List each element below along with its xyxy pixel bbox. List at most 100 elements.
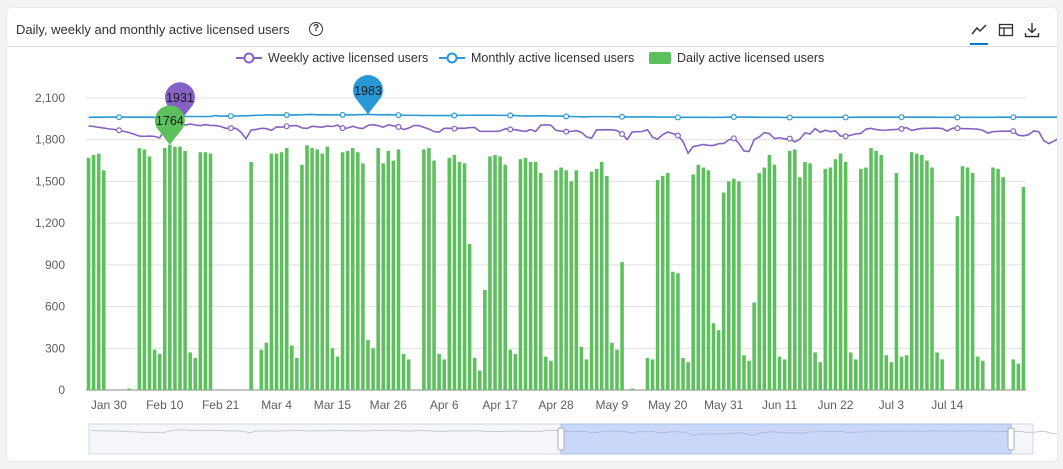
daily-bar [549,360,553,390]
daily-bar [345,150,350,390]
daily-bar [152,349,157,390]
daily-bar [467,244,472,390]
monthly-point [1010,114,1017,121]
monthly-point [283,111,290,118]
legend-item-weekly[interactable]: Weekly active licensed users [236,51,428,65]
daily-bar [742,355,746,390]
daily-bar [752,302,756,390]
daily-bar [777,356,782,390]
daily-bar [381,163,386,390]
daily-bar [767,155,772,390]
daily-bar [843,161,848,390]
daily-bar [442,359,446,390]
daily-bar [686,362,690,390]
range-selector-start-handle[interactable] [557,427,565,451]
weekly-point [954,125,961,132]
x-tick-label: Feb 10 [146,398,184,412]
daily-bar [833,159,838,390]
daily-bar [102,170,106,390]
x-tick-label: May 31 [704,398,744,412]
daily-bar [300,164,304,390]
daily-bar [696,164,701,390]
daily-bar [726,181,731,390]
daily-bar [884,355,889,390]
daily-bar [960,166,965,390]
range-selector-end-handle[interactable] [1007,427,1015,451]
legend-item-daily[interactable]: Daily active licensed users [649,51,824,65]
daily-bar [523,157,528,390]
range-selector-preview-line [91,429,1057,436]
legend-label-weekly: Weekly active licensed users [268,51,429,65]
daily-bar [762,167,767,390]
daily-bar [813,352,817,390]
x-tick-label: Jul 3 [879,398,905,412]
daily-bar [721,192,726,390]
daily-bar [803,161,807,390]
daily-bar [188,352,192,390]
daily-bar [290,345,294,390]
monthly-point [786,114,793,121]
daily-callout-pin [154,105,185,145]
daily-bar [361,163,365,390]
daily-bar [1001,177,1005,390]
chart-legend: Weekly active licensed users Monthly act… [7,48,1057,68]
weekly-point [563,128,570,135]
legend-item-monthly[interactable]: Monthly active licensed users [439,51,634,65]
monthly-line-marker-icon [439,52,465,64]
daily-bar [457,161,462,390]
daily-bar [335,356,340,390]
daily-bar [594,168,599,390]
daily-bar [96,153,101,390]
weekly-line-marker-icon [236,52,262,64]
monthly-point [730,114,737,121]
daily-bar [584,359,589,390]
daily-bar [904,355,909,390]
daily-bar [874,150,878,390]
daily-bar [401,353,406,390]
daily-bar [716,330,721,390]
range-selector-window [560,423,1012,455]
download-icon[interactable] [1023,21,1041,39]
daily-bar [279,152,284,390]
help-circle-icon[interactable]: ? [309,22,323,36]
weekly-point [339,125,346,132]
monthly-point [227,113,234,120]
daily-bar [284,148,289,390]
daily-bar [310,148,314,390]
monthly-point [898,114,905,121]
monthly-point [619,113,626,120]
daily-bar [183,150,187,390]
daily-bar [574,170,579,390]
monthly-callout-pin [353,75,383,115]
daily-bar [127,388,131,390]
daily-bar [295,358,299,390]
monthly-point [116,114,123,121]
line-chart-icon[interactable] [970,21,988,45]
daily-bar [528,161,533,390]
x-tick-label: Feb 21 [202,398,240,412]
daily-bar [894,173,899,390]
weekly-point [451,125,458,132]
table-icon[interactable] [997,21,1015,39]
daily-bar [879,155,883,390]
y-tick-label: 1,200 [35,216,65,230]
daily-bar [782,359,787,390]
x-tick-label: Apr 17 [482,398,518,412]
daily-bar [599,161,604,390]
y-tick-label: 1,500 [35,174,65,188]
daily-bar [198,152,203,390]
y-tick-label: 1,800 [35,133,65,147]
daily-bar [162,148,167,390]
daily-bar [676,273,680,390]
daily-bar [452,155,457,390]
daily-bar [208,153,213,390]
daily-bar [305,145,309,390]
daily-bar [605,175,609,390]
daily-bar-marker-icon [649,52,671,64]
daily-bar [391,160,396,390]
chart-card: Daily, weekly and monthly active license… [7,8,1057,461]
x-tick-label: Apr 6 [430,398,459,412]
daily-bar [818,362,822,390]
weekly-point [116,127,123,134]
daily-bar [869,148,873,390]
